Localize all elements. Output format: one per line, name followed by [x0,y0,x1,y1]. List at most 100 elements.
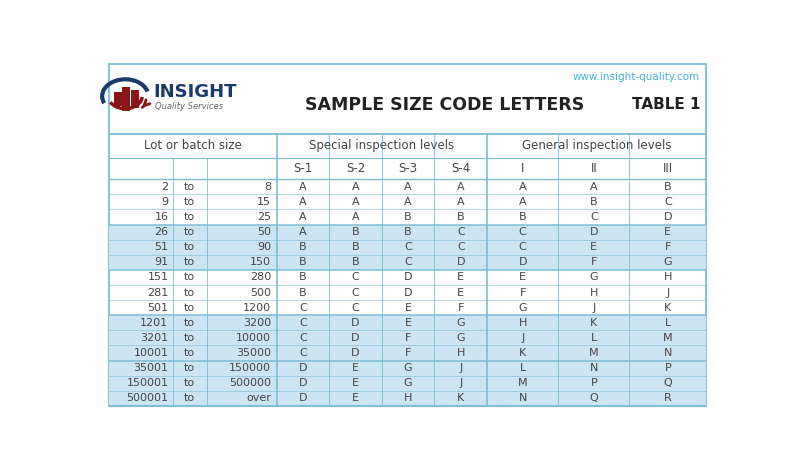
Text: 91: 91 [154,257,169,267]
Text: to: to [184,318,196,328]
Text: L: L [591,333,597,343]
Text: to: to [184,378,196,388]
Text: 3200: 3200 [242,318,271,328]
Text: III: III [663,162,673,175]
Text: 50: 50 [257,227,271,237]
Text: B: B [405,227,412,237]
Text: to: to [184,182,196,192]
Text: A: A [519,197,526,207]
Text: SAMPLE SIZE CODE LETTERS: SAMPLE SIZE CODE LETTERS [304,96,584,114]
Text: A: A [457,197,464,207]
Text: 500: 500 [250,287,271,298]
Text: 35000: 35000 [236,348,271,358]
Text: C: C [299,318,307,328]
Text: D: D [351,333,360,343]
Text: F: F [665,242,671,252]
Text: Q: Q [664,378,673,388]
Text: B: B [351,257,359,267]
Text: Quality Services: Quality Services [155,102,223,110]
Text: I: I [521,162,525,175]
Text: D: D [590,227,598,237]
Text: J: J [460,378,463,388]
Text: C: C [405,257,412,267]
Text: II: II [591,162,597,175]
Text: 1200: 1200 [242,303,271,313]
Text: Lot or batch size: Lot or batch size [144,140,242,152]
Text: C: C [351,287,359,298]
Text: D: D [518,257,527,267]
Text: to: to [184,363,196,373]
Text: B: B [457,212,464,222]
Text: 51: 51 [154,242,169,252]
Bar [109,330,706,346]
Text: 150001: 150001 [126,378,169,388]
Bar [114,92,122,106]
Text: H: H [518,318,527,328]
Text: 26: 26 [154,227,169,237]
Text: F: F [458,303,464,313]
Text: D: D [351,348,360,358]
Text: General inspection levels: General inspection levels [522,140,672,152]
Text: to: to [184,333,196,343]
Text: A: A [405,182,412,192]
Text: S-1: S-1 [293,162,312,175]
Text: to: to [184,393,196,403]
Text: to: to [184,287,196,298]
Text: E: E [457,287,464,298]
Text: 1201: 1201 [140,318,169,328]
Text: D: D [299,393,307,403]
Text: 150: 150 [250,257,271,267]
Text: C: C [351,303,359,313]
Text: J: J [521,333,525,343]
Text: H: H [456,348,465,358]
Text: to: to [184,197,196,207]
Text: C: C [519,242,526,252]
Text: K: K [519,348,526,358]
Text: C: C [299,303,307,313]
Text: Special inspection levels: Special inspection levels [309,140,455,152]
Text: E: E [591,242,597,252]
Bar [109,360,706,376]
Text: K: K [664,303,672,313]
Text: S-4: S-4 [452,162,471,175]
Text: to: to [184,273,196,282]
Text: F: F [405,348,411,358]
Text: 10000: 10000 [236,333,271,343]
Text: 90: 90 [257,242,271,252]
Text: www.insight-quality.com: www.insight-quality.com [573,72,700,82]
Text: A: A [457,182,464,192]
Text: A: A [299,212,307,222]
Text: G: G [664,257,672,267]
Text: P: P [591,378,597,388]
Text: S-3: S-3 [398,162,417,175]
Text: E: E [519,273,526,282]
Bar [109,376,706,391]
Text: 280: 280 [250,273,271,282]
Text: 16: 16 [154,212,169,222]
Text: E: E [352,378,359,388]
Text: N: N [664,348,672,358]
Text: E: E [457,273,464,282]
Text: to: to [184,303,196,313]
Text: 501: 501 [147,303,169,313]
Text: A: A [351,212,359,222]
Text: A: A [299,227,307,237]
Text: B: B [590,197,598,207]
Text: D: D [299,363,307,373]
Text: Q: Q [589,393,598,403]
Text: 15: 15 [257,197,271,207]
Text: M: M [589,348,599,358]
Bar [109,225,706,240]
Text: 35001: 35001 [134,363,169,373]
Text: F: F [519,287,525,298]
Text: B: B [351,227,359,237]
Text: A: A [590,182,598,192]
Text: N: N [590,363,598,373]
Text: 281: 281 [147,287,169,298]
Text: N: N [518,393,527,403]
Text: to: to [184,227,196,237]
Text: C: C [590,212,598,222]
Text: C: C [457,242,464,252]
Text: 25: 25 [257,212,271,222]
Bar [122,87,130,110]
